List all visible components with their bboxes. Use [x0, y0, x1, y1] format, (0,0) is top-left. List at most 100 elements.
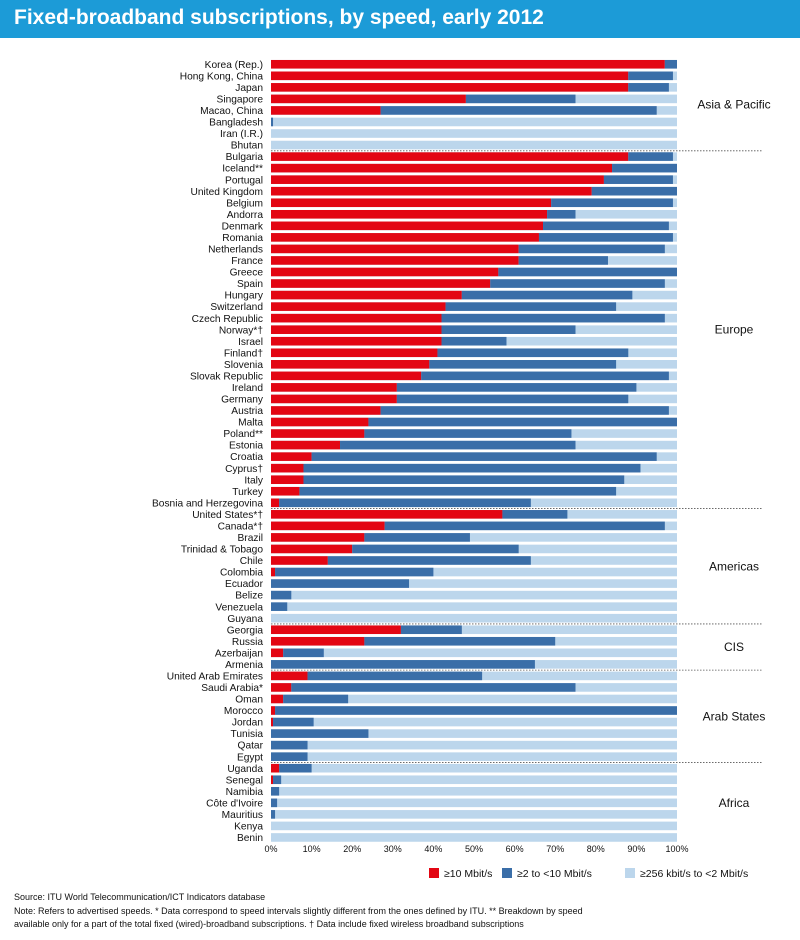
bar-mid-segment	[291, 683, 576, 692]
bar-mid-segment	[271, 729, 369, 738]
country-label: Benin	[237, 833, 263, 844]
bar-low-segment	[271, 740, 677, 750]
country-label: Hong Kong, China	[180, 71, 264, 82]
bar-high-segment	[271, 163, 613, 173]
bar-mid-segment	[364, 636, 556, 646]
bar-mid-segment	[364, 533, 470, 542]
country-label: Turkey	[232, 487, 264, 498]
bar-low-segment	[271, 810, 677, 819]
country-label: Armenia	[225, 660, 263, 671]
bar-mid-segment	[441, 325, 576, 334]
bar-mid-segment	[591, 186, 677, 196]
bar-mid-segment	[396, 394, 629, 404]
x-tick-label: 30%	[384, 844, 402, 854]
bar-mid-segment	[275, 567, 434, 577]
bar-mid-segment	[437, 348, 629, 358]
bar-mid-segment	[465, 94, 576, 104]
bar-high-segment	[271, 648, 284, 658]
country-label: Belgium	[226, 198, 263, 209]
x-tick-label: 100%	[665, 844, 688, 854]
bar-mid-segment	[271, 752, 308, 761]
country-label: Slovenia	[224, 360, 263, 371]
country-label: Bangladesh	[209, 118, 263, 129]
country-label: Bulgaria	[226, 152, 264, 163]
bar-mid-segment	[547, 209, 576, 219]
bar-mid-segment	[396, 383, 637, 392]
country-label: Bosnia and Herzegovina	[152, 498, 263, 509]
bar-high-segment	[271, 775, 274, 785]
bar-mid-segment	[279, 763, 312, 773]
bar-high-segment	[271, 383, 397, 392]
country-label: Netherlands	[208, 245, 263, 256]
country-label: United Kingdom	[191, 187, 264, 198]
bar-mid-segment	[307, 671, 483, 681]
bar-mid-segment	[502, 510, 568, 519]
bar-high-segment	[271, 348, 438, 358]
bar-mid-segment	[628, 152, 673, 161]
country-label: Malta	[238, 418, 263, 429]
bar-high-segment	[271, 71, 629, 81]
bar-mid-segment	[352, 544, 519, 554]
country-label: Poland**	[223, 429, 263, 440]
country-label: Colombia	[220, 568, 263, 579]
bar-mid-segment	[271, 590, 292, 600]
country-label: Spain	[237, 279, 263, 290]
legend-swatch	[502, 868, 512, 878]
bar-low-segment	[271, 129, 677, 138]
bar-high-segment	[271, 486, 300, 496]
bar-high-segment	[271, 186, 592, 196]
bar-high-segment	[271, 209, 548, 219]
bar-mid-segment	[271, 602, 288, 611]
bar-mid-segment	[551, 198, 673, 208]
country-label: Austria	[231, 406, 263, 417]
country-label: Georgia	[227, 625, 264, 636]
x-tick-label: 60%	[506, 844, 524, 854]
bar-high-segment	[271, 510, 503, 519]
bar-low-segment	[271, 694, 677, 704]
bar-high-segment	[271, 463, 304, 473]
bar-mid-segment	[628, 83, 669, 92]
country-label: Bhutan	[231, 141, 263, 152]
bar-mid-segment	[271, 786, 280, 796]
country-label: Hungary	[224, 291, 263, 302]
bar-low-segment	[271, 775, 677, 785]
country-label: Chile	[240, 556, 264, 567]
bar-high-segment	[271, 521, 385, 531]
bar-low-segment	[271, 648, 677, 658]
country-label: Egypt	[237, 752, 263, 763]
bar-low-segment	[271, 833, 677, 842]
country-label: Venezuela	[215, 602, 263, 613]
bar-high-segment	[271, 106, 381, 115]
bar-low-segment	[271, 821, 677, 831]
x-tick-label: 90%	[627, 844, 645, 854]
bar-mid-segment	[271, 579, 410, 588]
bar-mid-segment	[275, 706, 677, 715]
bar-mid-segment	[273, 775, 282, 785]
country-label: Uganda	[227, 764, 263, 775]
bar-high-segment	[271, 417, 369, 427]
country-label: Switzerland	[210, 302, 263, 313]
country-label: France	[231, 256, 263, 267]
bar-mid-segment	[498, 267, 677, 277]
bar-high-segment	[271, 256, 519, 265]
country-label: Oman	[235, 695, 263, 706]
bar-mid-segment	[612, 163, 677, 173]
bar-high-segment	[271, 440, 341, 450]
bar-high-segment	[271, 267, 499, 277]
country-label: Tunisia	[231, 729, 264, 740]
country-label: Japan	[235, 83, 263, 94]
country-label: Saudi Arabia*	[201, 683, 263, 694]
bar-low-segment	[271, 567, 677, 577]
bar-high-segment	[271, 59, 665, 69]
bar-low-segment	[271, 625, 677, 635]
country-label: Croatia	[230, 452, 263, 463]
bar-low-segment	[271, 613, 677, 623]
country-label: Israel	[238, 337, 263, 348]
country-label: Finland†	[224, 348, 263, 359]
country-label: Côte d'Ivoire	[206, 798, 263, 809]
bar-high-segment	[271, 556, 328, 565]
bar-mid-segment	[303, 463, 641, 473]
bar-mid-segment	[271, 740, 308, 750]
bar-high-segment	[271, 244, 519, 254]
bar-low-segment	[271, 140, 677, 150]
